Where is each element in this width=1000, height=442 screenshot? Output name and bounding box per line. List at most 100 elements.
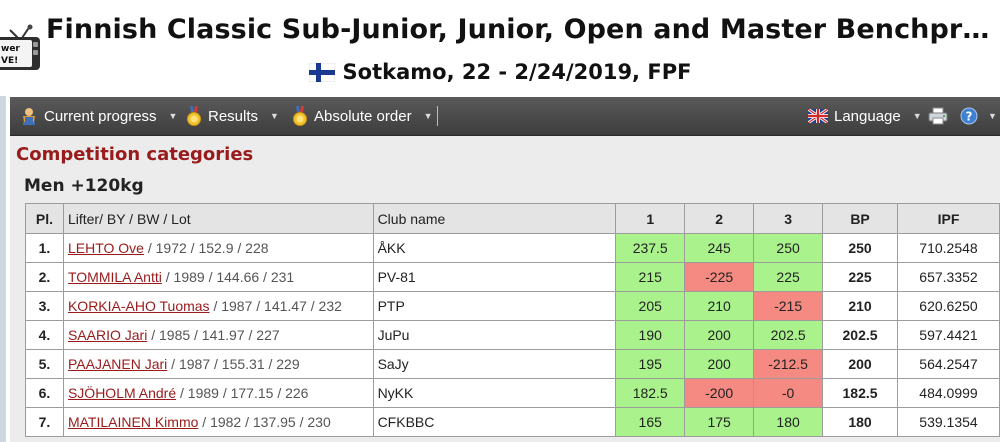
lifter-cell: LEHTO Ove / 1972 / 152.9 / 228 (62, 233, 374, 263)
club-cell: PV-81 (372, 262, 617, 292)
lifter-name-link[interactable]: LEHTO Ove (67, 240, 144, 256)
attempt-3-cell: 202.5 (753, 320, 824, 350)
place-cell: 4. (25, 320, 64, 350)
attempt-3-cell: -215 (753, 291, 824, 321)
logo-text-bottom: VE! (1, 56, 18, 66)
place-cell: 7. (25, 407, 64, 437)
table-row: 7. MATILAINEN Kimmo / 1982 / 137.95 / 23… (25, 407, 1000, 437)
results-menu[interactable]: Results ▼ (186, 97, 279, 135)
help-icon: ? (960, 107, 978, 125)
attempt-1-cell: 205 (615, 291, 686, 321)
toolbar: Current progress ▼ Results ▼ Absolute or… (10, 97, 1000, 136)
lifter-name-link[interactable]: SAARIO Jari (67, 327, 148, 343)
attempt-2-cell: 210 (684, 291, 755, 321)
section-title: Competition categories (16, 144, 254, 165)
lifter-info: / 1982 / 137.95 / 230 (198, 414, 331, 430)
table-row: 3. KORKIA-AHO Tuomas / 1987 / 141.47 / 2… (25, 291, 1000, 321)
club-cell: ÅKK (372, 233, 617, 263)
attempt-1-cell: 237.5 (615, 233, 686, 263)
lifter-cell: SAARIO Jari / 1985 / 141.97 / 227 (62, 320, 374, 350)
language-menu[interactable]: Language ▼ (808, 97, 922, 135)
bp-cell: 202.5 (822, 320, 899, 350)
ipf-cell: 597.4421 (897, 320, 1000, 350)
ipf-cell: 657.3352 (897, 262, 1000, 292)
help-menu[interactable]: ? ▼ (960, 97, 997, 135)
results-label: Results (208, 107, 259, 125)
lifter-cell: KORKIA-AHO Tuomas / 1987 / 141.47 / 232 (62, 291, 374, 321)
table-row: 6. SJÖHOLM André / 1989 / 177.15 / 226 N… (25, 378, 1000, 408)
lifter-name-link[interactable]: MATILAINEN Kimmo (67, 414, 199, 430)
bp-cell: 225 (822, 262, 899, 292)
attempt-2-cell: 175 (684, 407, 755, 437)
column-header-place: Pl. (25, 203, 64, 234)
svg-text:?: ? (966, 110, 973, 124)
results-table: Pl. Lifter/ BY / BW / Lot Club name 1 2 … (25, 203, 1000, 437)
toolbar-divider (437, 106, 438, 126)
club-cell: NyKK (372, 378, 617, 408)
lifter-cell: MATILAINEN Kimmo / 1982 / 137.95 / 230 (62, 407, 374, 437)
lifter-name-link[interactable]: SJÖHOLM André (67, 385, 177, 401)
bp-cell: 180 (822, 407, 899, 437)
chevron-down-icon: ▼ (912, 111, 922, 121)
lifter-cell: SJÖHOLM André / 1989 / 177.15 / 226 (62, 378, 374, 408)
uk-flag-icon (808, 109, 828, 123)
place-cell: 2. (25, 262, 64, 292)
medal-icon (292, 106, 308, 126)
absolute-order-label: Absolute order (314, 107, 412, 125)
attempt-3-cell: -212.5 (753, 349, 824, 379)
page-title: Finnish Classic Sub-Junior, Junior, Open… (46, 14, 990, 45)
table-header-row: Pl. Lifter/ BY / BW / Lot Club name 1 2 … (25, 203, 1000, 234)
attempt-1-cell: 165 (615, 407, 686, 437)
attempt-2-cell: 200 (684, 320, 755, 350)
lifter-info: / 1989 / 177.15 / 226 (176, 385, 309, 401)
current-progress-menu[interactable]: Current progress ▼ (20, 97, 177, 135)
lifter-info: / 1972 / 152.9 / 228 (143, 240, 269, 256)
column-header-attempt-1: 1 (615, 203, 686, 234)
attempt-1-cell: 195 (615, 349, 686, 379)
lifter-info: / 1987 / 141.47 / 232 (209, 298, 342, 314)
column-header-bp: BP (822, 203, 899, 234)
lifter-cell: PAAJANEN Jari / 1987 / 155.31 / 229 (62, 349, 374, 379)
attempt-3-cell: 225 (753, 262, 824, 292)
medal-icon (186, 106, 202, 126)
table-row: 1. LEHTO Ove / 1972 / 152.9 / 228 ÅKK 23… (25, 233, 1000, 263)
absolute-order-menu[interactable]: Absolute order ▼ (292, 97, 432, 135)
attempt-1-cell: 215 (615, 262, 686, 292)
ipf-cell: 564.2547 (897, 349, 1000, 379)
language-label: Language (834, 107, 901, 125)
chevron-down-icon: ▼ (270, 111, 279, 121)
attempt-2-cell: -225 (684, 262, 755, 292)
ipf-cell: 539.1354 (897, 407, 1000, 437)
column-header-club: Club name (372, 203, 617, 234)
place-cell: 6. (25, 378, 64, 408)
lifter-name-link[interactable]: TOMMILA Antti (67, 269, 162, 285)
club-cell: SaJy (372, 349, 617, 379)
attempt-1-cell: 190 (615, 320, 686, 350)
chevron-down-icon: ▼ (988, 111, 997, 121)
lifter-name-link[interactable]: PAAJANEN Jari (67, 356, 168, 372)
club-cell: CFKBBC (372, 407, 617, 437)
place-cell: 5. (25, 349, 64, 379)
column-header-attempt-3: 3 (753, 203, 824, 234)
competition-subtitle: Sotkamo, 22 - 2/24/2019, FPF (0, 60, 1000, 87)
lifter-info: / 1987 / 155.31 / 229 (167, 356, 300, 372)
lifter-info: / 1985 / 141.97 / 227 (147, 327, 280, 343)
chevron-down-icon: ▼ (168, 111, 178, 121)
table-row: 5. PAAJANEN Jari / 1987 / 155.31 / 229 S… (25, 349, 1000, 379)
finland-flag-icon (308, 62, 335, 87)
current-progress-label: Current progress (44, 107, 157, 125)
attempt-3-cell: 180 (753, 407, 824, 437)
livestream-logo: wer VE! (0, 24, 42, 72)
lifter-cell: TOMMILA Antti / 1989 / 144.66 / 231 (62, 262, 374, 292)
category-title: Men +120kg (24, 176, 144, 196)
chevron-down-icon: ▼ (423, 111, 433, 121)
column-header-ipf: IPF (897, 203, 1000, 234)
lifter-name-link[interactable]: KORKIA-AHO Tuomas (67, 298, 210, 314)
attempt-3-cell: 250 (753, 233, 824, 263)
attempt-2-cell: -200 (684, 378, 755, 408)
lifter-info: / 1989 / 144.66 / 231 (161, 269, 295, 285)
print-button[interactable] (928, 97, 954, 135)
attempt-2-cell: 200 (684, 349, 755, 379)
logo-text-top: wer (1, 44, 20, 54)
column-header-attempt-2: 2 (684, 203, 755, 234)
